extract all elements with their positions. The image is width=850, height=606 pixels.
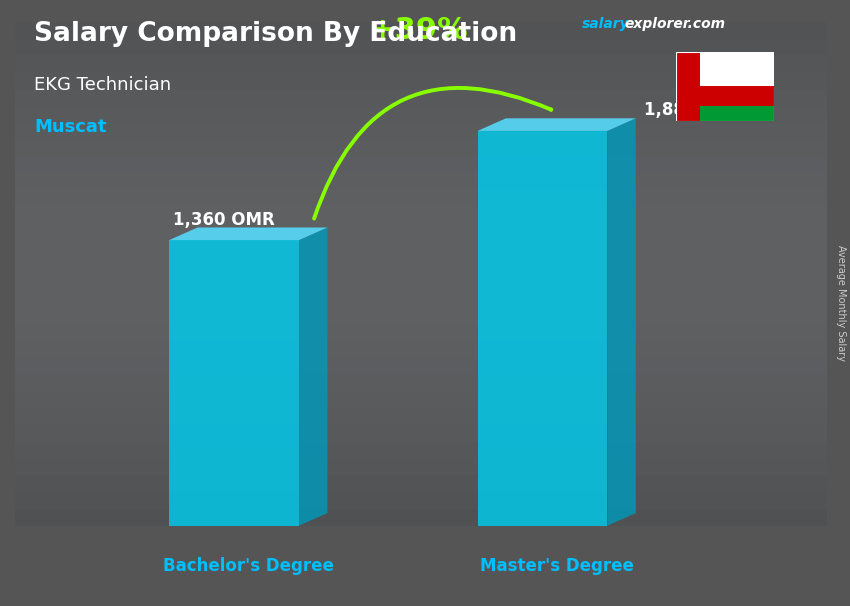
Bar (15, 240, 826, 257)
Bar (15, 442, 826, 459)
Bar (15, 89, 826, 105)
Bar (15, 509, 826, 525)
Bar (15, 475, 826, 492)
Bar (15, 492, 826, 509)
Text: explorer.com: explorer.com (625, 17, 726, 31)
Bar (15, 223, 826, 240)
Bar (15, 122, 826, 139)
Polygon shape (478, 131, 608, 525)
Polygon shape (700, 52, 774, 87)
Bar (15, 139, 826, 156)
FancyArrowPatch shape (314, 88, 552, 219)
Text: Master's Degree: Master's Degree (479, 557, 633, 575)
Text: EKG Technician: EKG Technician (34, 76, 171, 94)
Bar (15, 358, 826, 375)
Bar (15, 290, 826, 307)
Bar (15, 207, 826, 223)
Text: +39%: +39% (370, 16, 468, 45)
Bar (15, 375, 826, 391)
Polygon shape (169, 240, 299, 525)
Polygon shape (608, 118, 636, 525)
Bar (15, 55, 826, 72)
Bar (15, 39, 826, 55)
Text: Average Monthly Salary: Average Monthly Salary (836, 245, 846, 361)
Polygon shape (478, 118, 636, 131)
Polygon shape (700, 87, 774, 105)
Text: 1,360 OMR: 1,360 OMR (173, 210, 275, 228)
Bar (15, 105, 826, 122)
Polygon shape (676, 52, 700, 121)
Text: Bachelor's Degree: Bachelor's Degree (163, 557, 334, 575)
Bar (15, 459, 826, 475)
Bar (15, 274, 826, 290)
Bar (15, 72, 826, 89)
Bar (15, 307, 826, 324)
Bar (15, 408, 826, 425)
Bar (15, 257, 826, 274)
Text: Muscat: Muscat (34, 118, 106, 136)
Text: 1,880 OMR: 1,880 OMR (644, 101, 745, 119)
Bar (15, 324, 826, 341)
Bar (15, 156, 826, 173)
Bar (15, 173, 826, 190)
Bar (15, 190, 826, 207)
Text: salary: salary (582, 17, 630, 31)
Bar (15, 425, 826, 442)
Bar (15, 391, 826, 408)
Polygon shape (299, 227, 327, 525)
Polygon shape (700, 105, 774, 121)
Text: Salary Comparison By Education: Salary Comparison By Education (34, 21, 517, 47)
Bar (15, 341, 826, 358)
Polygon shape (169, 227, 327, 240)
Bar (15, 22, 826, 39)
